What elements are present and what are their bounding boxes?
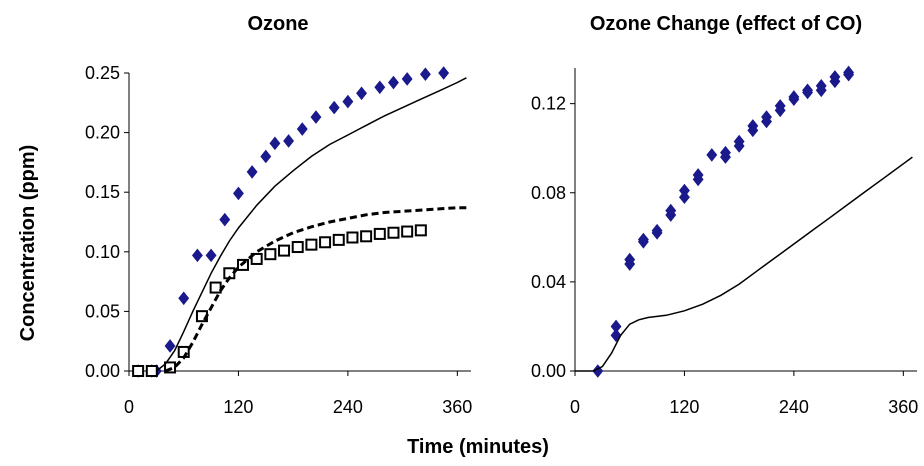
diamond-point — [706, 148, 718, 162]
square-point — [264, 248, 277, 261]
square-point — [132, 365, 145, 377]
diamond-point — [610, 319, 622, 334]
diamond-point — [761, 110, 772, 124]
square-point — [346, 231, 359, 244]
y-tick-label: 0.12 — [531, 94, 566, 114]
square-point — [305, 238, 318, 251]
square-point — [278, 244, 291, 257]
diamond-point — [678, 183, 690, 198]
diamond-point — [269, 136, 281, 151]
diamond-point — [747, 119, 759, 133]
diamond-point — [692, 168, 704, 182]
square-point — [373, 227, 386, 240]
diamond-point — [733, 134, 745, 149]
diamond-point — [164, 339, 176, 353]
diamond-point — [191, 248, 203, 263]
square-point — [164, 361, 177, 374]
square-point — [360, 230, 373, 243]
diamond-point — [774, 99, 786, 113]
diamond-point — [788, 90, 800, 104]
square-point — [414, 224, 427, 237]
diamond-point — [205, 248, 217, 263]
diamond-point — [283, 134, 295, 148]
x-tick-label: 120 — [223, 397, 253, 417]
square-point — [291, 241, 304, 254]
y-tick-label: 0.05 — [85, 301, 120, 321]
diamond-point — [802, 83, 814, 98]
y-tick-label: 0.00 — [85, 361, 120, 381]
diamond-point — [232, 186, 244, 201]
diamond-point — [438, 66, 450, 80]
diamond-point — [260, 149, 272, 164]
series-2-solid-line — [155, 77, 467, 372]
square-point — [209, 281, 222, 294]
x-tick-label: 360 — [888, 397, 918, 417]
ozone-chart-title: Ozone — [247, 13, 308, 35]
diamond-point — [720, 145, 731, 160]
diamond-point — [637, 232, 649, 247]
square-point — [145, 365, 158, 377]
diamond-point — [624, 252, 636, 267]
diamond-point — [342, 94, 354, 109]
x-tick-label: 0 — [570, 397, 580, 417]
square-point — [250, 252, 263, 265]
ozone-change-chart: Ozone Change (effect of CO) 0.00 0.04 0.08… — [531, 13, 918, 417]
diamond-point — [328, 100, 340, 115]
diamond-point — [651, 223, 663, 238]
diamond-point — [401, 72, 413, 86]
series-1-solid-line — [575, 156, 913, 372]
diamond-point — [310, 110, 322, 124]
diamond-point — [296, 122, 308, 136]
diamond-point — [843, 65, 855, 80]
square-point — [401, 225, 414, 238]
diamond-point — [219, 212, 231, 227]
diamond-point — [815, 79, 827, 93]
x-tick-label: 240 — [333, 397, 363, 417]
square-point — [387, 226, 400, 239]
y-tick-label: 0.04 — [531, 272, 566, 292]
x-tick-label: 240 — [779, 397, 809, 417]
diamond-point — [178, 291, 190, 306]
series-3-dashed-line — [164, 206, 467, 373]
square-point — [332, 233, 345, 246]
diamond-point — [356, 86, 368, 101]
diamond-point — [419, 67, 431, 81]
diamond-point — [388, 75, 399, 90]
x-tick-label: 360 — [442, 397, 472, 417]
y-tick-label: 0.00 — [531, 361, 566, 381]
diamond-point — [374, 80, 386, 95]
square-point — [319, 236, 332, 249]
diamond-point — [246, 165, 258, 179]
diamond-point — [665, 203, 677, 218]
ozone-change-chart-title: Ozone Change (effect of CO) — [590, 13, 862, 35]
diamond-point — [829, 70, 841, 84]
y-tick-label: 0.08 — [531, 183, 566, 203]
y-axis-label: Concentration (ppm) — [17, 145, 39, 342]
y-tick-label: 0.10 — [85, 242, 120, 262]
y-tick-label: 0.25 — [85, 63, 120, 83]
y-tick-label: 0.20 — [85, 123, 120, 143]
ozone-chart: Ozone 0.00 0.05 0.10 0.15 0.20 0.25 0 120 240 360 — [85, 13, 472, 417]
y-tick-label: 0.15 — [85, 182, 120, 202]
x-tick-label: 0 — [124, 397, 134, 417]
x-axis-label: Time (minutes) — [407, 436, 549, 458]
x-tick-label: 120 — [669, 397, 699, 417]
